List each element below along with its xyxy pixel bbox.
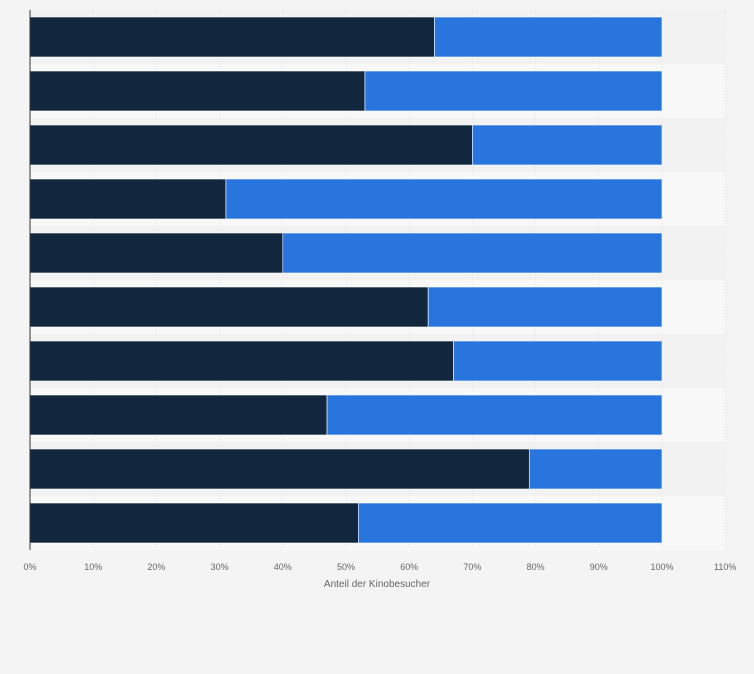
- bar-segment: [282, 232, 663, 274]
- bars: [29, 16, 663, 544]
- bar-segment: [29, 340, 454, 382]
- bar-segment: [364, 70, 663, 112]
- x-tick-label: 20%: [147, 562, 165, 572]
- bar-segment: [326, 394, 663, 436]
- bar-segment: [434, 16, 663, 58]
- bar-segment: [29, 16, 435, 58]
- x-axis-label: Anteil der Kinobesucher: [324, 579, 431, 590]
- bar-segment: [29, 70, 366, 112]
- x-tick-label: 10%: [84, 562, 102, 572]
- bar-segment: [225, 178, 663, 220]
- bar-segment: [29, 178, 227, 220]
- bar-segment: [528, 448, 663, 490]
- x-tick-label: 60%: [400, 562, 418, 572]
- x-tick-label: 50%: [337, 562, 355, 572]
- bar-segment: [29, 232, 284, 274]
- x-tick-label: 70%: [463, 562, 481, 572]
- bar-segment: [29, 286, 429, 328]
- bar-segment: [453, 340, 663, 382]
- x-tick-label: 100%: [650, 562, 673, 572]
- x-tick-label: 0%: [23, 562, 36, 572]
- bar-segment: [427, 286, 663, 328]
- bar-segment: [29, 124, 473, 166]
- x-tick-label: 80%: [527, 562, 545, 572]
- bar-segment: [358, 502, 663, 544]
- x-tick-label: 90%: [590, 562, 608, 572]
- bar-segment: [472, 124, 663, 166]
- x-tick-label: 110%: [714, 562, 736, 572]
- bar-segment: [29, 502, 359, 544]
- bar-segment: [29, 394, 328, 436]
- bar-segment: [29, 448, 530, 490]
- x-tick-label: 30%: [211, 562, 229, 572]
- x-tick-labels: 0% 10% 20% 30% 40% 50% 60% 70% 80% 90% 100% 110%: [23, 562, 736, 572]
- x-tick-label: 40%: [274, 562, 292, 572]
